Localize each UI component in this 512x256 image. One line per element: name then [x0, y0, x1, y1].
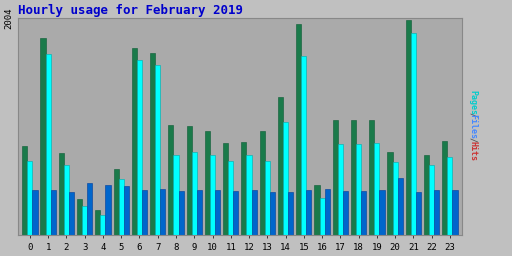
Bar [398, 178, 403, 235]
Text: Hourly usage for February 2019: Hourly usage for February 2019 [18, 4, 243, 17]
Bar [296, 24, 301, 235]
Bar [424, 155, 429, 235]
Bar [288, 192, 293, 235]
Bar [64, 165, 69, 235]
Bar [306, 190, 311, 235]
Bar [168, 125, 174, 235]
Bar [411, 33, 416, 235]
Bar [283, 122, 288, 235]
Bar [314, 185, 319, 235]
Bar [69, 192, 74, 235]
Bar [142, 190, 147, 235]
Bar [241, 142, 246, 235]
Bar [150, 54, 155, 235]
Bar [319, 198, 325, 235]
Bar [105, 185, 111, 235]
Text: /: / [468, 132, 478, 146]
Bar [179, 191, 184, 235]
Bar [160, 189, 165, 235]
Bar [246, 155, 251, 235]
Bar [453, 190, 458, 235]
Bar [186, 126, 191, 235]
Bar [22, 146, 27, 235]
Bar [132, 48, 137, 235]
Bar [119, 179, 124, 235]
Text: Hits: Hits [468, 141, 478, 161]
Bar [278, 97, 283, 235]
Bar [95, 210, 100, 235]
Bar [46, 55, 51, 235]
Bar [124, 187, 129, 235]
Bar [356, 144, 361, 235]
Bar [191, 152, 197, 235]
Bar [51, 190, 56, 235]
Bar [210, 155, 215, 235]
Bar [205, 131, 210, 235]
Bar [197, 190, 202, 235]
Bar [338, 144, 343, 235]
Bar [369, 121, 374, 235]
Bar [434, 190, 439, 235]
Bar [270, 192, 275, 235]
Bar [406, 20, 411, 235]
Bar [301, 56, 306, 235]
Bar [343, 191, 348, 235]
Bar [374, 143, 379, 235]
Bar [77, 199, 82, 235]
Bar [260, 131, 265, 235]
Bar [361, 191, 366, 235]
Bar [379, 190, 385, 235]
Bar [228, 161, 233, 235]
Bar [114, 169, 119, 235]
Bar [174, 155, 179, 235]
Bar [82, 206, 87, 235]
Text: Pages: Pages [468, 90, 478, 115]
Bar [351, 121, 356, 235]
Bar [393, 162, 398, 235]
Bar [251, 190, 257, 235]
Bar [233, 191, 239, 235]
Bar [223, 143, 228, 235]
Bar [40, 38, 46, 235]
Bar [447, 157, 453, 235]
Text: Files: Files [468, 114, 478, 139]
Bar [215, 190, 220, 235]
Bar [100, 215, 105, 235]
Text: /: / [468, 107, 478, 122]
Bar [265, 161, 270, 235]
Bar [137, 60, 142, 235]
Bar [32, 190, 37, 235]
Bar [429, 165, 434, 235]
Bar [87, 183, 92, 235]
Bar [333, 121, 338, 235]
Bar [325, 189, 330, 235]
Bar [416, 192, 421, 235]
Bar [155, 65, 160, 235]
Bar [388, 152, 393, 235]
Bar [27, 161, 32, 235]
Bar [59, 153, 64, 235]
Bar [442, 141, 447, 235]
